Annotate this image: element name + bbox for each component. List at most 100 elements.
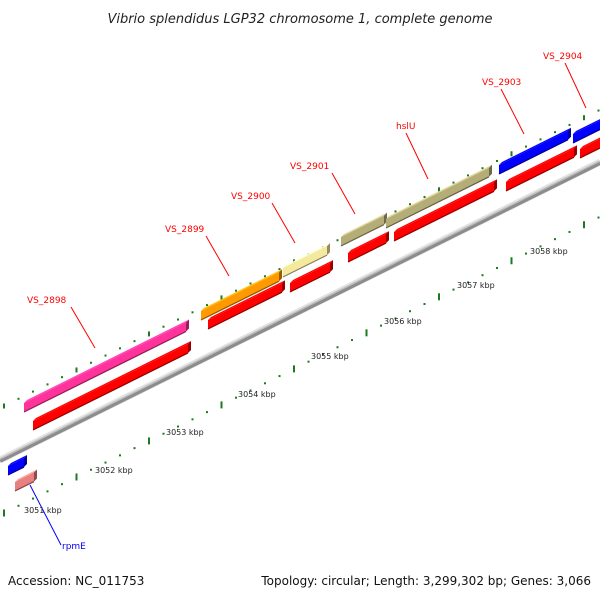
leader-rpme: [29, 484, 62, 546]
gene-vs-2901-edge: [340, 224, 385, 247]
gene-label-vs-2899[interactable]: VS_2899: [165, 225, 205, 235]
gene-vs-2899-side: [279, 269, 282, 282]
gene-label-rpme[interactable]: rpmE: [62, 542, 86, 552]
tick-row-top-minor: [206, 304, 208, 307]
scale-label-3054: 3054 kbp: [238, 390, 276, 399]
gene-vs-2903-side: [568, 127, 571, 140]
tick-row-top-minor: [162, 325, 165, 328]
tick-row-bottom-minor: [278, 375, 281, 378]
gene-vs-2899-edge: [200, 280, 280, 321]
tick-row-bottom-minor: [467, 281, 469, 284]
tick-row-top-minor: [235, 289, 237, 292]
gene-vs-2898: [23, 319, 189, 413]
cds-vs-2903-top: [506, 145, 577, 182]
tick-row-bottom-minor: [235, 396, 237, 399]
tick-row-bottom-minor: [394, 317, 397, 320]
cds-vs-2903-side: [574, 145, 577, 158]
tick-row-bottom-minor: [351, 339, 353, 342]
scale-label-3053: 3053 kbp: [166, 428, 204, 437]
cds-hslu-top: [394, 179, 497, 232]
gene-label-vs-2898[interactable]: VS_2898: [27, 296, 67, 306]
gene-hslu-face: [386, 167, 489, 228]
gene-label-vs-2900[interactable]: VS_2900: [231, 192, 271, 202]
tick-row-bottom-minor: [46, 490, 49, 493]
gene-vs-2899-top: [201, 269, 282, 311]
tick-row-top-minor: [481, 167, 484, 170]
tick-row-top-minor: [104, 354, 107, 357]
cds-vs-2901-top: [348, 231, 389, 253]
gene-rpme-edge: [7, 466, 25, 476]
tick-row-bottom: [3, 216, 600, 517]
gene-vs-2903-edge: [498, 139, 569, 175]
cds-vs-2900-top: [290, 260, 333, 283]
tick-row-bottom-minor: [409, 310, 411, 313]
cds-vs-2903-edge: [505, 156, 575, 192]
leader-vs-2904: [564, 62, 587, 109]
tick-row-bottom-minor: [554, 238, 556, 241]
tick-row-top-minor: [177, 318, 179, 321]
tick-row-bottom-minor: [568, 230, 571, 233]
scale-label-3052: 3052 kbp: [95, 466, 133, 475]
tick-row-top-minor: [46, 383, 49, 386]
gene-vs-2904-face: [573, 120, 600, 143]
cds-vs-2904-edge: [579, 147, 600, 159]
tick-row-top-minor: [568, 123, 571, 126]
cds-vs-2898-side: [188, 340, 191, 353]
cds-vs-2900: [289, 260, 333, 293]
tick-row-bottom-minor: [61, 483, 63, 486]
tick-row-top-minor: [249, 282, 252, 285]
cds-vs-2904: [579, 137, 600, 159]
accession-text: Accession: NC_011753: [8, 574, 144, 588]
gene-vs-2900: [282, 243, 330, 278]
gene-vs-2904: [572, 119, 600, 144]
gene-label-hslu[interactable]: hslU: [396, 122, 415, 132]
tick-row-bottom-minor: [206, 411, 208, 414]
tick-row-top-minor: [409, 203, 411, 206]
gene-vs-2901-top: [341, 212, 387, 237]
leader-vs-2900: [271, 202, 296, 244]
tick-row-bottom-minor: [597, 216, 600, 219]
tick-row-top-minor: [90, 361, 92, 364]
gene-hslu-side: [489, 164, 492, 177]
cds-vs-2904-face: [580, 139, 600, 158]
gene-vs-2901: [340, 212, 387, 247]
tick-row-bottom-minor: [32, 497, 34, 500]
cds-vs-2903: [505, 145, 577, 192]
gene-hslu-edge: [385, 176, 490, 229]
tick-row-bottom-minor: [336, 346, 339, 349]
cds-rpme-edge: [14, 481, 35, 492]
tick-row-top-minor: [597, 109, 600, 112]
cds-vs-2899-top: [208, 280, 285, 320]
gene-label-vs-2904[interactable]: VS_2904: [543, 52, 583, 62]
gene-hslu: [385, 164, 492, 229]
cds-vs-2899-side: [282, 280, 285, 293]
tick-row-bottom-minor: [177, 425, 179, 428]
gene-hslu-top: [386, 164, 492, 219]
gene-vs-2900-face: [283, 246, 327, 277]
tick-row-bottom-minor: [104, 461, 107, 464]
gene-rpme-top: [8, 455, 27, 466]
tick-row-bottom-minor: [481, 274, 484, 277]
leader-vs-2903: [500, 88, 525, 135]
cds-hslu-edge: [393, 190, 495, 242]
tick-row-bottom-minor: [264, 382, 266, 385]
gene-vs-2898-top: [24, 319, 189, 403]
scale-label-3055: 3055 kbp: [311, 352, 349, 361]
gene-rpme: [7, 455, 27, 476]
cds-vs-2901-side: [386, 231, 389, 244]
cds-vs-2898-face: [33, 343, 188, 430]
cds-vs-2899: [207, 280, 285, 330]
gene-label-vs-2903[interactable]: VS_2903: [482, 78, 521, 88]
tick-row-bottom-minor: [307, 360, 310, 363]
tick-row-bottom-minor: [17, 504, 20, 507]
tick-row-top-minor: [32, 390, 34, 393]
tick-row-top-minor: [191, 311, 194, 314]
gene-label-vs-2901[interactable]: VS_2901: [290, 162, 329, 172]
tick-row-top-minor: [264, 275, 266, 278]
cds-vs-2898-top: [33, 340, 191, 421]
cds-vs-2900-face: [290, 263, 330, 292]
scale-label-3056: 3056 kbp: [384, 317, 422, 326]
tick-row-bottom-minor: [191, 418, 194, 421]
cds-hslu-face: [394, 182, 494, 241]
